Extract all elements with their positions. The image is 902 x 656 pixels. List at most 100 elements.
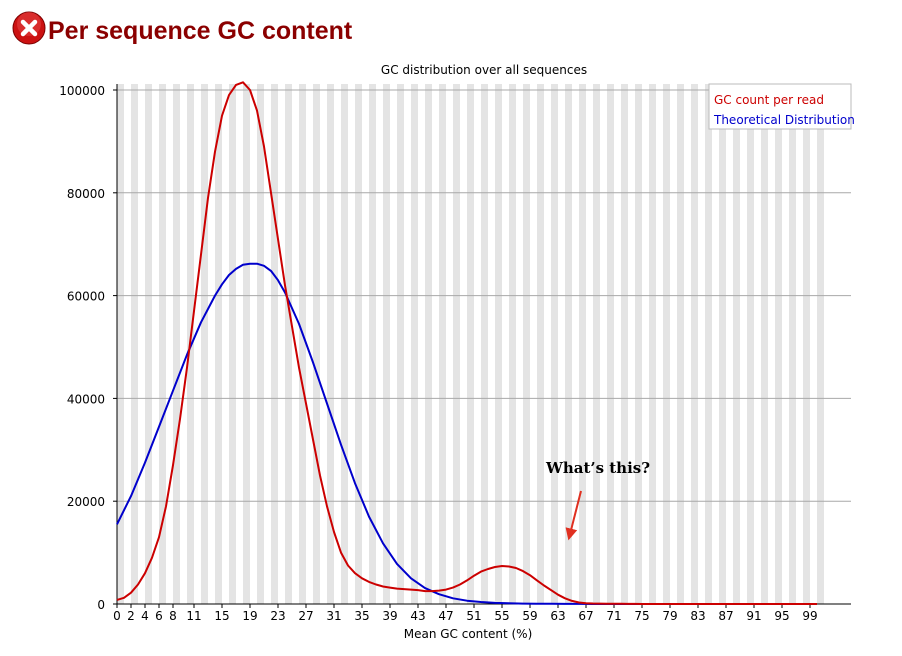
y-axis-ticks: 0 20000 40000 60000 80000 100000 [59,84,117,612]
x-tick-label: 79 [662,609,677,623]
x-tick-label: 51 [466,609,481,623]
x-tick-label: 15 [214,609,229,623]
x-tick-label: 39 [382,609,397,623]
y-tick-label: 60000 [67,290,105,304]
grid-stripe [537,84,544,604]
grid-stripe [523,84,530,604]
x-tick-label: 8 [169,609,177,623]
x-tick-label: 35 [354,609,369,623]
grid-stripe [775,84,782,604]
grid-stripe [117,84,124,604]
x-tick-label: 71 [606,609,621,623]
grid-stripe [481,84,488,604]
x-tick-label: 11 [186,609,201,623]
x-tick-label: 27 [298,609,313,623]
grid-stripe [243,84,250,604]
x-tick-label: 4 [141,609,149,623]
grid-stripe [747,84,754,604]
grid-stripe [593,84,600,604]
x-tick-label: 75 [634,609,649,623]
annotation-arrow [565,490,582,541]
annotation: What’s this? [545,459,650,541]
y-tick-label: 80000 [67,187,105,201]
x-tick-label: 31 [326,609,341,623]
grid-stripe [215,84,222,604]
legend-item-theoretical: Theoretical Distribution [713,113,855,127]
legend: GC count per read Theoretical Distributi… [708,83,855,130]
grid-stripe [579,84,586,604]
grid-stripe [131,84,138,604]
grid-stripe [397,84,404,604]
grid-stripe [369,84,376,604]
grid-stripe [271,84,278,604]
background-stripes [117,84,824,604]
grid-stripe [495,84,502,604]
grid-stripe [705,84,712,604]
grid-stripe [453,84,460,604]
x-tick-label: 59 [522,609,537,623]
x-tick-label: 2 [127,609,135,623]
grid-stripe [327,84,334,604]
grid-stripe [159,84,166,604]
annotation-text: What’s this? [545,459,650,477]
grid-stripe [257,84,264,604]
grid-stripe [509,84,516,604]
grid-stripe [439,84,446,604]
module-header: Per sequence GC content [12,8,352,48]
x-tick-label: 0 [113,609,121,623]
x-tick-label: 99 [802,609,817,623]
grid-stripe [733,84,740,604]
grid-stripe [761,84,768,604]
grid-stripe [551,84,558,604]
grid-stripe [383,84,390,604]
x-tick-label: 95 [774,609,789,623]
grid-stripe [285,84,292,604]
x-tick-label: 87 [718,609,733,623]
x-tick-label: 19 [242,609,257,623]
legend-item-gc-count: GC count per read [714,93,824,107]
x-tick-label: 83 [690,609,705,623]
grid-stripe [201,84,208,604]
grid-stripe [789,84,796,604]
grid-stripe [621,84,628,604]
x-tick-label: 6 [155,609,163,623]
grid-stripe [341,84,348,604]
fail-icon [12,11,46,45]
series-layer [116,81,817,605]
grid-stripe [817,84,824,604]
x-tick-label: 23 [270,609,285,623]
x-tick-label: 91 [746,609,761,623]
x-axis-label: Mean GC content (%) [404,627,533,641]
y-tick-label: 20000 [67,495,105,509]
grid-stripe [607,84,614,604]
grid-stripe [173,84,180,604]
grid-stripe [145,84,152,604]
x-tick-label: 43 [410,609,425,623]
grid-stripe [425,84,432,604]
grid-stripe [467,84,474,604]
x-axis-ticks: 0 2 4 6 8 11 15 19 23 27 31 35 39 43 47 51 55 59 63 67 71 75 7… [113,604,818,623]
grid-stripe [719,84,726,604]
x-tick-label: 47 [438,609,453,623]
grid-stripe [299,84,306,604]
grid-stripe [649,84,656,604]
y-tick-label: 100000 [59,84,105,98]
grid-stripe [663,84,670,604]
grid-stripe [355,84,362,604]
y-tick-label: 40000 [67,392,105,406]
grid-stripe [677,84,684,604]
x-tick-label: 67 [578,609,593,623]
grid-stripe [229,84,236,604]
horizontal-gridlines [117,89,851,502]
legend-box [708,83,852,130]
grid-stripe [565,84,572,604]
series-line-gc-count [116,81,817,605]
grid-stripe [635,84,642,604]
grid-stripe [803,84,810,604]
grid-stripe [691,84,698,604]
x-tick-label: 63 [550,609,565,623]
x-tick-label: 55 [494,609,509,623]
chart-title: GC distribution over all sequences [381,63,587,77]
page-title: Per sequence GC content [48,16,353,45]
